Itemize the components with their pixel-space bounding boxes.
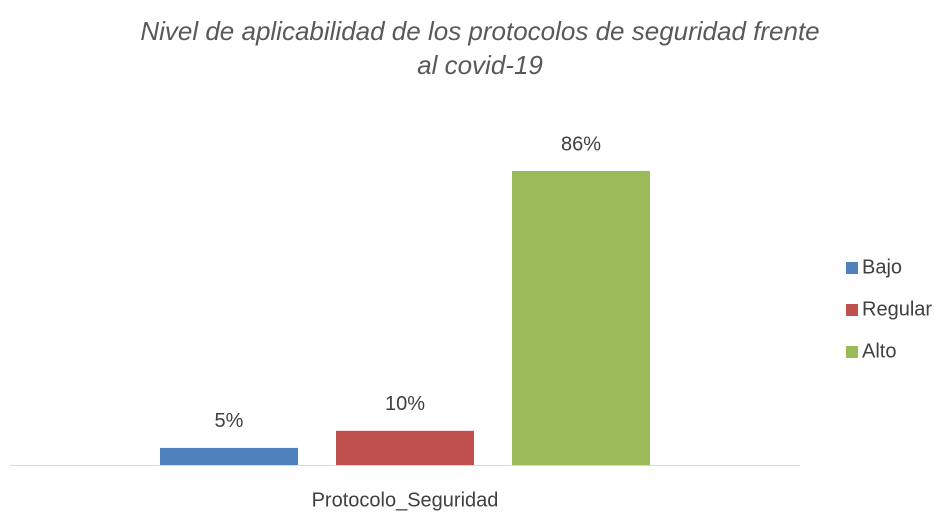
chart-title: Nivel de aplicabilidad de los protocolos…	[140, 16, 820, 80]
legend-swatch	[846, 262, 858, 274]
data-label: 5%	[215, 410, 244, 432]
legend-label: Bajo	[862, 256, 902, 278]
bar	[512, 171, 650, 465]
legend-swatch	[846, 346, 858, 358]
bar	[160, 447, 298, 465]
x-tick-label: Protocolo_Seguridad	[312, 489, 499, 511]
legend-label: Alto	[862, 340, 896, 362]
legend-label: Regular	[862, 298, 932, 320]
data-label: 10%	[385, 393, 425, 415]
data-label: 86%	[561, 133, 601, 155]
bar	[336, 430, 474, 465]
legend-swatch	[846, 304, 858, 316]
